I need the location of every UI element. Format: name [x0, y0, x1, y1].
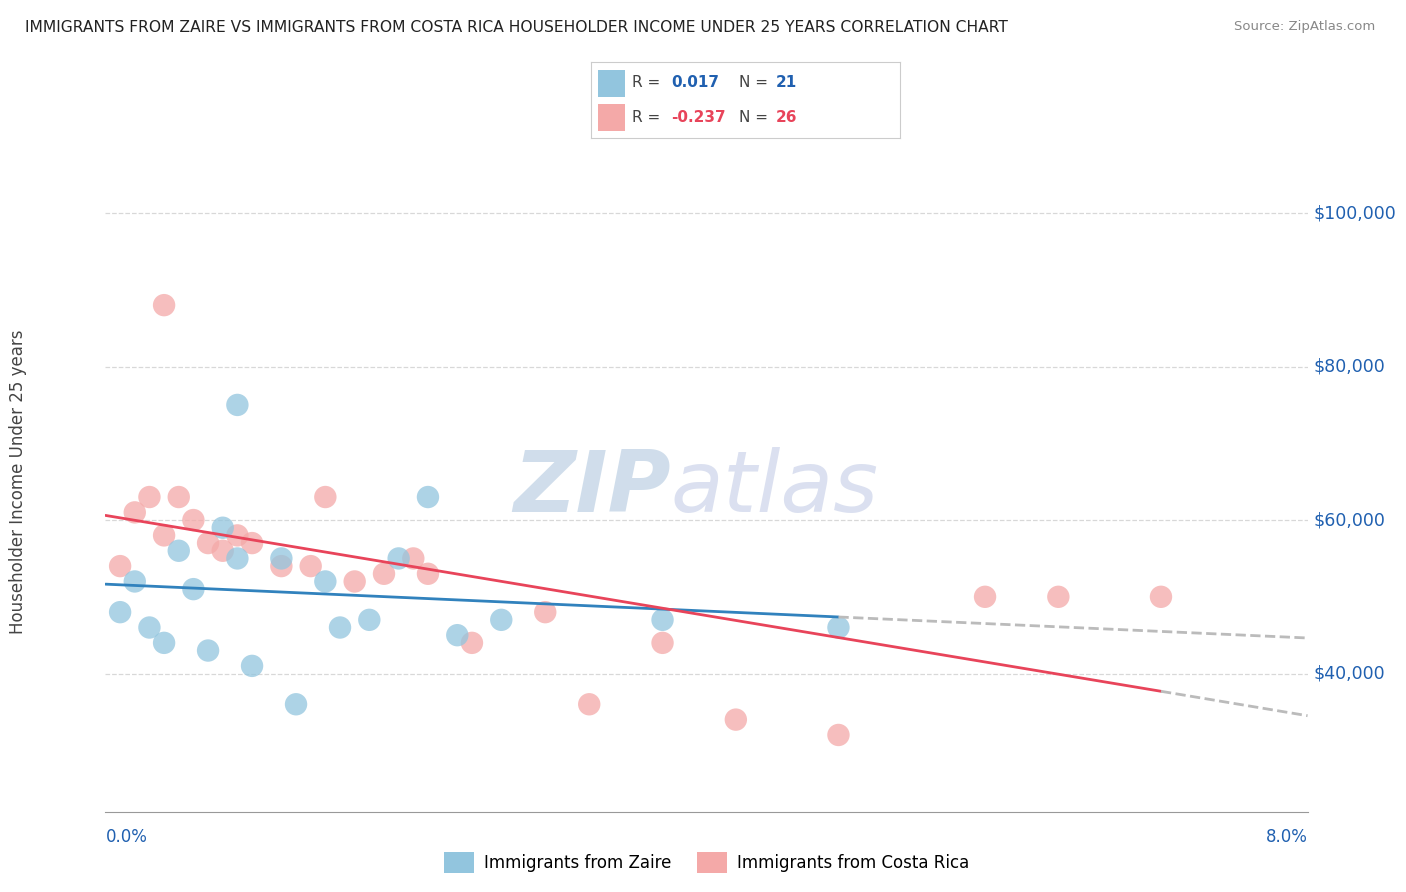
Point: [240, 659, 263, 673]
Point: [138, 490, 160, 504]
Point: [491, 613, 513, 627]
Point: [651, 613, 673, 627]
Point: [183, 582, 205, 596]
Point: [402, 551, 425, 566]
Text: IMMIGRANTS FROM ZAIRE VS IMMIGRANTS FROM COSTA RICA HOUSEHOLDER INCOME UNDER 25 : IMMIGRANTS FROM ZAIRE VS IMMIGRANTS FROM…: [25, 20, 1008, 35]
Point: [329, 620, 352, 634]
Point: [446, 628, 468, 642]
Point: [197, 643, 219, 657]
Point: [373, 566, 395, 581]
Text: N =: N =: [740, 110, 768, 125]
Point: [314, 574, 336, 589]
Text: N =: N =: [740, 76, 768, 90]
FancyBboxPatch shape: [599, 104, 624, 130]
Point: [211, 521, 233, 535]
FancyBboxPatch shape: [599, 70, 624, 96]
Point: [343, 574, 366, 589]
Text: $100,000: $100,000: [1313, 204, 1396, 222]
Text: -0.237: -0.237: [671, 110, 725, 125]
Point: [416, 490, 439, 504]
Point: [724, 713, 747, 727]
Point: [1150, 590, 1173, 604]
Point: [153, 636, 176, 650]
Text: 0.017: 0.017: [671, 76, 718, 90]
Point: [124, 505, 146, 519]
Point: [299, 559, 322, 574]
Text: $40,000: $40,000: [1313, 665, 1385, 682]
Text: ZIP: ZIP: [513, 447, 671, 530]
Point: [124, 574, 146, 589]
Point: [314, 490, 336, 504]
Text: 8.0%: 8.0%: [1265, 828, 1308, 846]
Text: $60,000: $60,000: [1313, 511, 1385, 529]
Point: [359, 613, 381, 627]
Text: 26: 26: [776, 110, 797, 125]
Point: [827, 620, 849, 634]
Point: [270, 551, 292, 566]
Point: [461, 636, 484, 650]
Point: [240, 536, 263, 550]
Point: [578, 698, 600, 712]
Point: [827, 728, 849, 742]
Point: [226, 528, 249, 542]
Text: R =: R =: [633, 76, 661, 90]
Text: 21: 21: [776, 76, 797, 90]
Point: [388, 551, 411, 566]
Point: [285, 698, 308, 712]
Text: atlas: atlas: [671, 447, 879, 530]
Point: [226, 551, 249, 566]
Point: [416, 566, 439, 581]
Text: R =: R =: [633, 110, 661, 125]
Point: [153, 298, 176, 312]
Point: [270, 559, 292, 574]
Point: [153, 528, 176, 542]
Point: [211, 543, 233, 558]
Text: 0.0%: 0.0%: [105, 828, 148, 846]
Point: [108, 559, 131, 574]
Text: $80,000: $80,000: [1313, 358, 1385, 376]
Point: [226, 398, 249, 412]
Point: [651, 636, 673, 650]
Legend: Immigrants from Zaire, Immigrants from Costa Rica: Immigrants from Zaire, Immigrants from C…: [437, 846, 976, 880]
Point: [108, 605, 131, 619]
Point: [167, 490, 190, 504]
Point: [1047, 590, 1070, 604]
Point: [167, 543, 190, 558]
Text: Householder Income Under 25 years: Householder Income Under 25 years: [10, 329, 27, 634]
Text: Source: ZipAtlas.com: Source: ZipAtlas.com: [1234, 20, 1375, 33]
Point: [534, 605, 557, 619]
Point: [183, 513, 205, 527]
Point: [974, 590, 997, 604]
Point: [197, 536, 219, 550]
Point: [138, 620, 160, 634]
